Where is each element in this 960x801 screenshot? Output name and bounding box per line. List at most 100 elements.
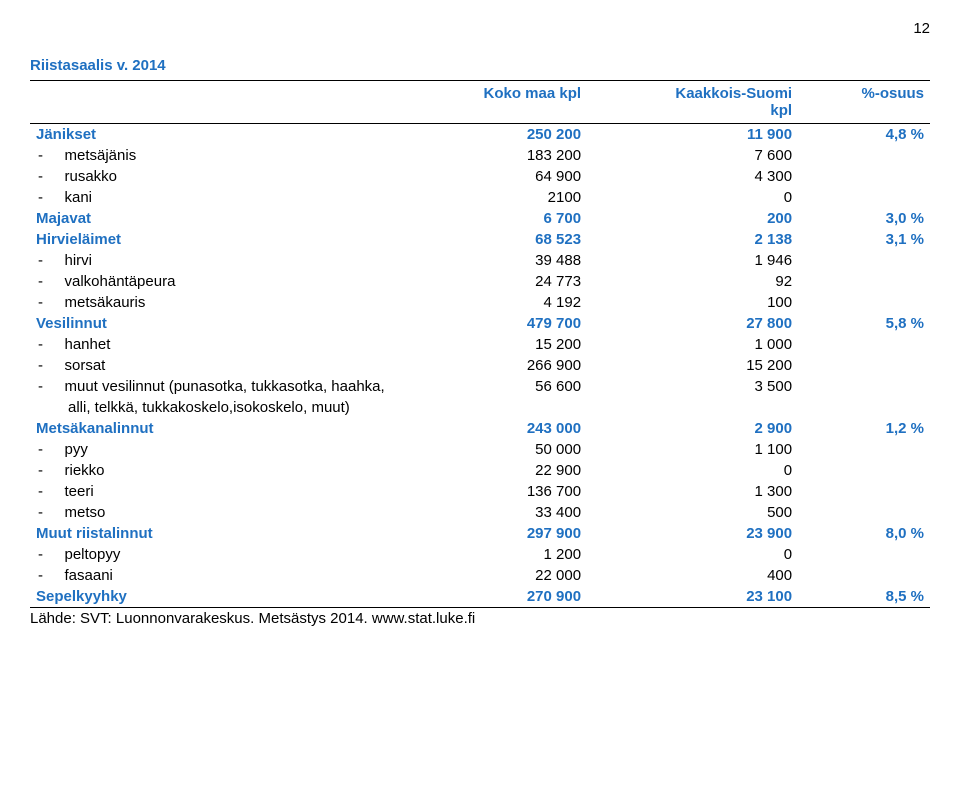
sub-pct [798,166,930,187]
group-label: Jänikset [30,124,417,146]
sub-label: - sorsat [30,355,417,376]
sub-v1: 24 773 [417,271,587,292]
sub-v1: 22 900 [417,460,587,481]
sub-row: - pyy50 0001 100 [30,439,930,460]
sub-label: - riekko [30,460,417,481]
sub-v2: 1 300 [587,481,798,502]
header-osuus: %-osuus [798,81,930,124]
sub-v2: 1 100 [587,439,798,460]
sub-v2: 500 [587,502,798,523]
group-row: Hirvieläimet68 5232 1383,1 % [30,229,930,250]
sub-v1: 39 488 [417,250,587,271]
group-label: Hirvieläimet [30,229,417,250]
sub-v1: 136 700 [417,481,587,502]
sub-v1: 4 192 [417,292,587,313]
group-v2: 200 [587,208,798,229]
sub-pct [798,565,930,586]
sub-v1: 15 200 [417,334,587,355]
sub-pct [798,481,930,502]
sub-v1: 33 400 [417,502,587,523]
sub-row: - sorsat266 90015 200 [30,355,930,376]
sub-pct [798,292,930,313]
group-v1: 243 000 [417,418,587,439]
sub-row-cont: alli, telkkä, tukkakoskelo,isokoskelo, m… [30,397,930,418]
group-v2: 27 800 [587,313,798,334]
group-pct: 3,0 % [798,208,930,229]
page-number: 12 [30,20,930,37]
group-pct: 3,1 % [798,229,930,250]
sub-row: - teeri136 7001 300 [30,481,930,502]
sub-row: - hirvi39 4881 946 [30,250,930,271]
group-label: Metsäkanalinnut [30,418,417,439]
sub-pct [798,145,930,166]
sub-row: - metsäjänis183 2007 600 [30,145,930,166]
sub-v2: 1 946 [587,250,798,271]
sub-label: - hirvi [30,250,417,271]
group-v1: 6 700 [417,208,587,229]
group-label: Sepelkyyhky [30,586,417,608]
data-table: Koko maa kpl Kaakkois-Suomi kpl %-osuus … [30,80,930,608]
sub-row: - rusakko64 9004 300 [30,166,930,187]
sub-label: - hanhet [30,334,417,355]
sub-row: - kani21000 [30,187,930,208]
table-body: Jänikset250 20011 9004,8 %- metsäjänis18… [30,124,930,608]
sub-label: - valkohäntäpeura [30,271,417,292]
group-v1: 68 523 [417,229,587,250]
group-row: Vesilinnut479 70027 8005,8 % [30,313,930,334]
sub-pct [798,544,930,565]
sub-label: - metsäkauris [30,292,417,313]
sub-row: - peltopyy1 2000 [30,544,930,565]
group-v2: 11 900 [587,124,798,146]
group-label: Vesilinnut [30,313,417,334]
group-row: Jänikset250 20011 9004,8 % [30,124,930,146]
group-pct: 1,2 % [798,418,930,439]
group-pct: 8,5 % [798,586,930,608]
sub-row: - metsäkauris4 192100 [30,292,930,313]
group-v2: 23 900 [587,523,798,544]
group-v2: 2 138 [587,229,798,250]
table-title: Riistasaalis v. 2014 [30,57,930,74]
group-v2: 23 100 [587,586,798,608]
sub-label: - muut vesilinnut (punasotka, tukkasotka… [30,376,417,397]
group-v1: 297 900 [417,523,587,544]
group-pct: 5,8 % [798,313,930,334]
sub-v2: 1 000 [587,334,798,355]
group-pct: 4,8 % [798,124,930,146]
source-line: Lähde: SVT: Luonnonvarakeskus. Metsästys… [30,610,930,627]
sub-v1: 64 900 [417,166,587,187]
group-pct: 8,0 % [798,523,930,544]
sub-pct [798,334,930,355]
group-v1: 479 700 [417,313,587,334]
sub-label: - pyy [30,439,417,460]
sub-v2: 92 [587,271,798,292]
sub-pct [798,376,930,397]
sub-v1: 266 900 [417,355,587,376]
sub-pct [798,271,930,292]
sub-v1: 183 200 [417,145,587,166]
sub-label: - fasaani [30,565,417,586]
sub-label: - rusakko [30,166,417,187]
group-label: Majavat [30,208,417,229]
group-v2: 2 900 [587,418,798,439]
group-row: Metsäkanalinnut243 0002 9001,2 % [30,418,930,439]
sub-v2: 7 600 [587,145,798,166]
sub-v1: 1 200 [417,544,587,565]
sub-pct [798,355,930,376]
header-blank [30,81,417,124]
sub-v1: 2100 [417,187,587,208]
sub-pct [798,460,930,481]
group-row: Majavat6 7002003,0 % [30,208,930,229]
group-row: Muut riistalinnut297 90023 9008,0 % [30,523,930,544]
sub-v1: 50 000 [417,439,587,460]
sub-label: - kani [30,187,417,208]
sub-row: - hanhet15 2001 000 [30,334,930,355]
sub-row: - valkohäntäpeura24 77392 [30,271,930,292]
sub-label: - metsäjänis [30,145,417,166]
sub-row: - muut vesilinnut (punasotka, tukkasotka… [30,376,930,397]
group-v1: 270 900 [417,586,587,608]
group-label: Muut riistalinnut [30,523,417,544]
header-kaakkois: Kaakkois-Suomi kpl [587,81,798,124]
sub-v2: 0 [587,544,798,565]
sub-row: - metso33 400500 [30,502,930,523]
sub-v2: 0 [587,460,798,481]
